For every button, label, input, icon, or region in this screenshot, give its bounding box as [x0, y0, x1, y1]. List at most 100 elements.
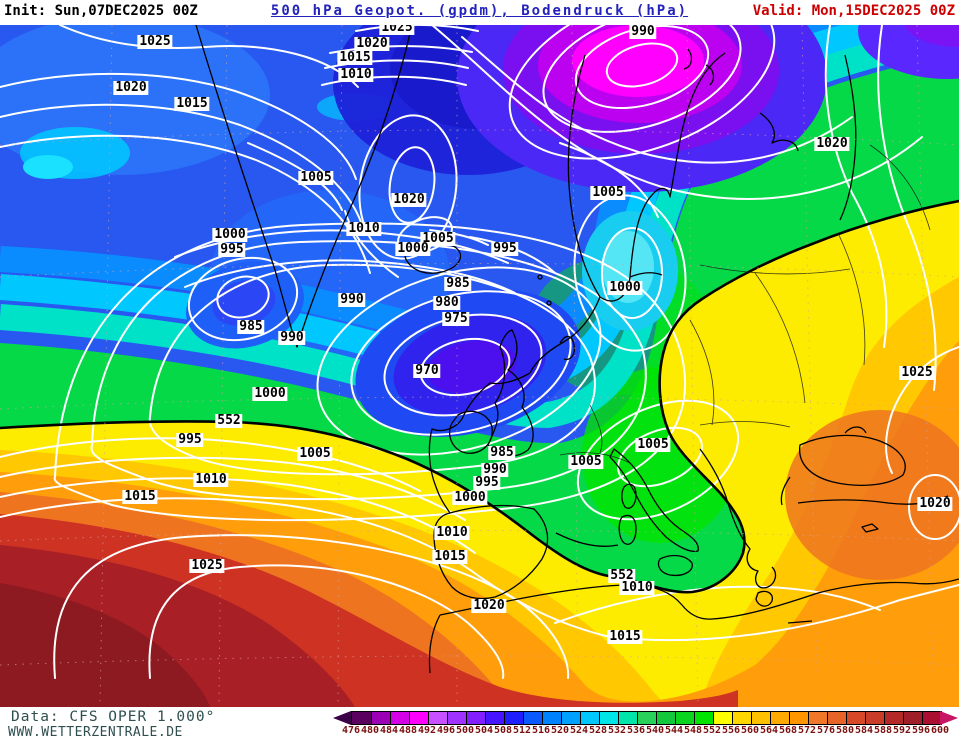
colorbar-tick-552: 552 — [702, 725, 722, 736]
pressure-label-1010: 1010 — [338, 67, 374, 82]
green-band — [0, 53, 959, 593]
geopotential-label-552: 552 — [215, 413, 243, 428]
pressure-label-1020: 1020 — [917, 496, 953, 511]
pressure-label-1020: 1020 — [471, 598, 507, 613]
colorbar-segment-588 — [884, 712, 903, 724]
chart-title: 500 hPa Geopot. (gpdm), Bodendruck (hPa) — [270, 3, 689, 19]
colorbar-tick-576: 576 — [816, 725, 836, 736]
pressure-label-1005: 1005 — [297, 446, 333, 461]
colorbar-tick-508: 508 — [493, 725, 513, 736]
pressure-label-1015: 1015 — [122, 489, 158, 504]
colorbar-segment-540 — [656, 712, 675, 724]
colorbar-segment-524 — [580, 712, 599, 724]
pressure-label-1015: 1015 — [607, 629, 643, 644]
map-area: 1025 1020 1015 1025 1020 1015 1010 990 1005 1020 1… — [0, 25, 959, 707]
colorbar-tick-520: 520 — [550, 725, 570, 736]
pressure-label-985: 985 — [444, 276, 472, 291]
colorbar-tick-572: 572 — [797, 725, 817, 736]
colorbar-tick-536: 536 — [626, 725, 646, 736]
pressure-label-1020: 1020 — [391, 192, 427, 207]
pressure-label-1015: 1015 — [174, 96, 210, 111]
colorbar-segment-520 — [561, 712, 580, 724]
colorbar: 476 480 484 488 492 496 500 504 508 512 516 520 524 5… — [333, 711, 959, 741]
colorbar-segment-560 — [751, 712, 770, 724]
colorbar-tick-568: 568 — [778, 725, 798, 736]
pressure-label-1000: 1000 — [212, 227, 248, 242]
pressure-label-995: 995 — [218, 242, 246, 257]
pressure-label-1025: 1025 — [189, 558, 225, 573]
colorbar-tick-592: 592 — [892, 725, 912, 736]
colorbar-tick-480: 480 — [360, 725, 380, 736]
pressure-label-1025: 1025 — [137, 34, 173, 49]
colorbar-tick-548: 548 — [683, 725, 703, 736]
pressure-labels-layer: 1025 1020 1015 1025 1020 1015 1010 990 1005 1020 1… — [0, 25, 959, 707]
colorbar-tick-560: 560 — [740, 725, 760, 736]
pressure-label-970: 970 — [413, 363, 441, 378]
country-borders — [559, 144, 931, 464]
colorbar-segment-492 — [428, 712, 447, 724]
colorbar-segment-556 — [732, 712, 751, 724]
colorbar-segment-504 — [485, 712, 504, 724]
pressure-label-995: 995 — [176, 432, 204, 447]
pressure-label-995: 995 — [473, 475, 501, 490]
pressure-label-975: 975 — [442, 311, 470, 326]
pressure-label-1025: 1025 — [379, 25, 415, 35]
pressure-label-1010: 1010 — [619, 580, 655, 595]
colorbar-segment-576 — [827, 712, 846, 724]
data-source-label: Data: CFS OPER 1.000° — [11, 709, 216, 725]
colorbar-segment-592 — [903, 712, 922, 724]
colorbar-segment-480 — [371, 712, 390, 724]
chart-footer: Data: CFS OPER 1.000° WWW.WETTERZENTRALE… — [0, 707, 959, 741]
pressure-label-1005: 1005 — [568, 454, 604, 469]
colorbar-segment-584 — [865, 712, 884, 724]
pressure-label-990: 990 — [338, 292, 366, 307]
pressure-label-1010: 1010 — [193, 472, 229, 487]
colorbar-tick-524: 524 — [569, 725, 589, 736]
pressure-label-990: 990 — [629, 25, 657, 39]
colorbar-segment-484 — [390, 712, 409, 724]
website-label: WWW.WETTERZENTRALE.DE — [8, 725, 183, 740]
geopotential-552-line — [0, 199, 959, 594]
pressure-label-1005: 1005 — [298, 170, 334, 185]
colorbar-segment-528 — [599, 712, 618, 724]
pressure-label-985: 985 — [237, 319, 265, 334]
colorbar-tick-488: 488 — [398, 725, 418, 736]
colorbar-tick-500: 500 — [455, 725, 475, 736]
geopotential-label-552: 552 — [608, 568, 636, 583]
pressure-label-1025: 1025 — [899, 365, 935, 380]
colorbar-segments — [351, 711, 942, 725]
colorbar-segment-500 — [466, 712, 485, 724]
colorbar-segment-544 — [675, 712, 694, 724]
pressure-label-1000: 1000 — [395, 241, 431, 256]
colorbar-segment-508 — [504, 712, 523, 724]
pressure-label-1020: 1020 — [354, 36, 390, 51]
colorbar-tick-516: 516 — [531, 725, 551, 736]
pressure-label-1010: 1010 — [346, 221, 382, 236]
colorbar-tick-512: 512 — [512, 725, 532, 736]
pressure-label-1020: 1020 — [814, 136, 850, 151]
pressure-label-1015: 1015 — [432, 549, 468, 564]
colorbar-tick-484: 484 — [379, 725, 399, 736]
colorbar-segment-548 — [694, 712, 713, 724]
colorbar-segment-496 — [447, 712, 466, 724]
colorbar-segment-596 — [922, 712, 941, 724]
pressure-label-995: 995 — [491, 241, 519, 256]
colorbar-tick-600: 600 — [930, 725, 950, 736]
pressure-label-980: 980 — [433, 295, 461, 310]
weather-map-canvas — [0, 25, 959, 707]
colorbar-tick-544: 544 — [664, 725, 684, 736]
colorbar-left-arrow — [333, 711, 351, 725]
pressure-label-1010: 1010 — [434, 525, 470, 540]
pressure-label-990: 990 — [481, 462, 509, 477]
colorbar-tick-540: 540 — [645, 725, 665, 736]
colorbar-right-arrow — [940, 711, 958, 725]
colorbar-tick-496: 496 — [436, 725, 456, 736]
colorbar-segment-516 — [542, 712, 561, 724]
colorbar-tick-532: 532 — [607, 725, 627, 736]
colorbar-tick-556: 556 — [721, 725, 741, 736]
colorbar-segment-476 — [352, 712, 371, 724]
colorbar-tick-528: 528 — [588, 725, 608, 736]
pressure-label-1000: 1000 — [607, 280, 643, 295]
colorbar-tick-588: 588 — [873, 725, 893, 736]
colorbar-segment-536 — [637, 712, 656, 724]
